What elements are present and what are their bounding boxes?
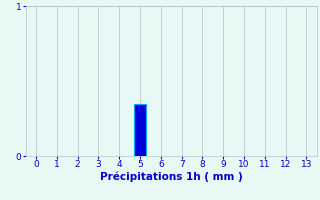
Bar <box>134 104 146 156</box>
X-axis label: Précipitations 1h ( mm ): Précipitations 1h ( mm ) <box>100 172 243 182</box>
